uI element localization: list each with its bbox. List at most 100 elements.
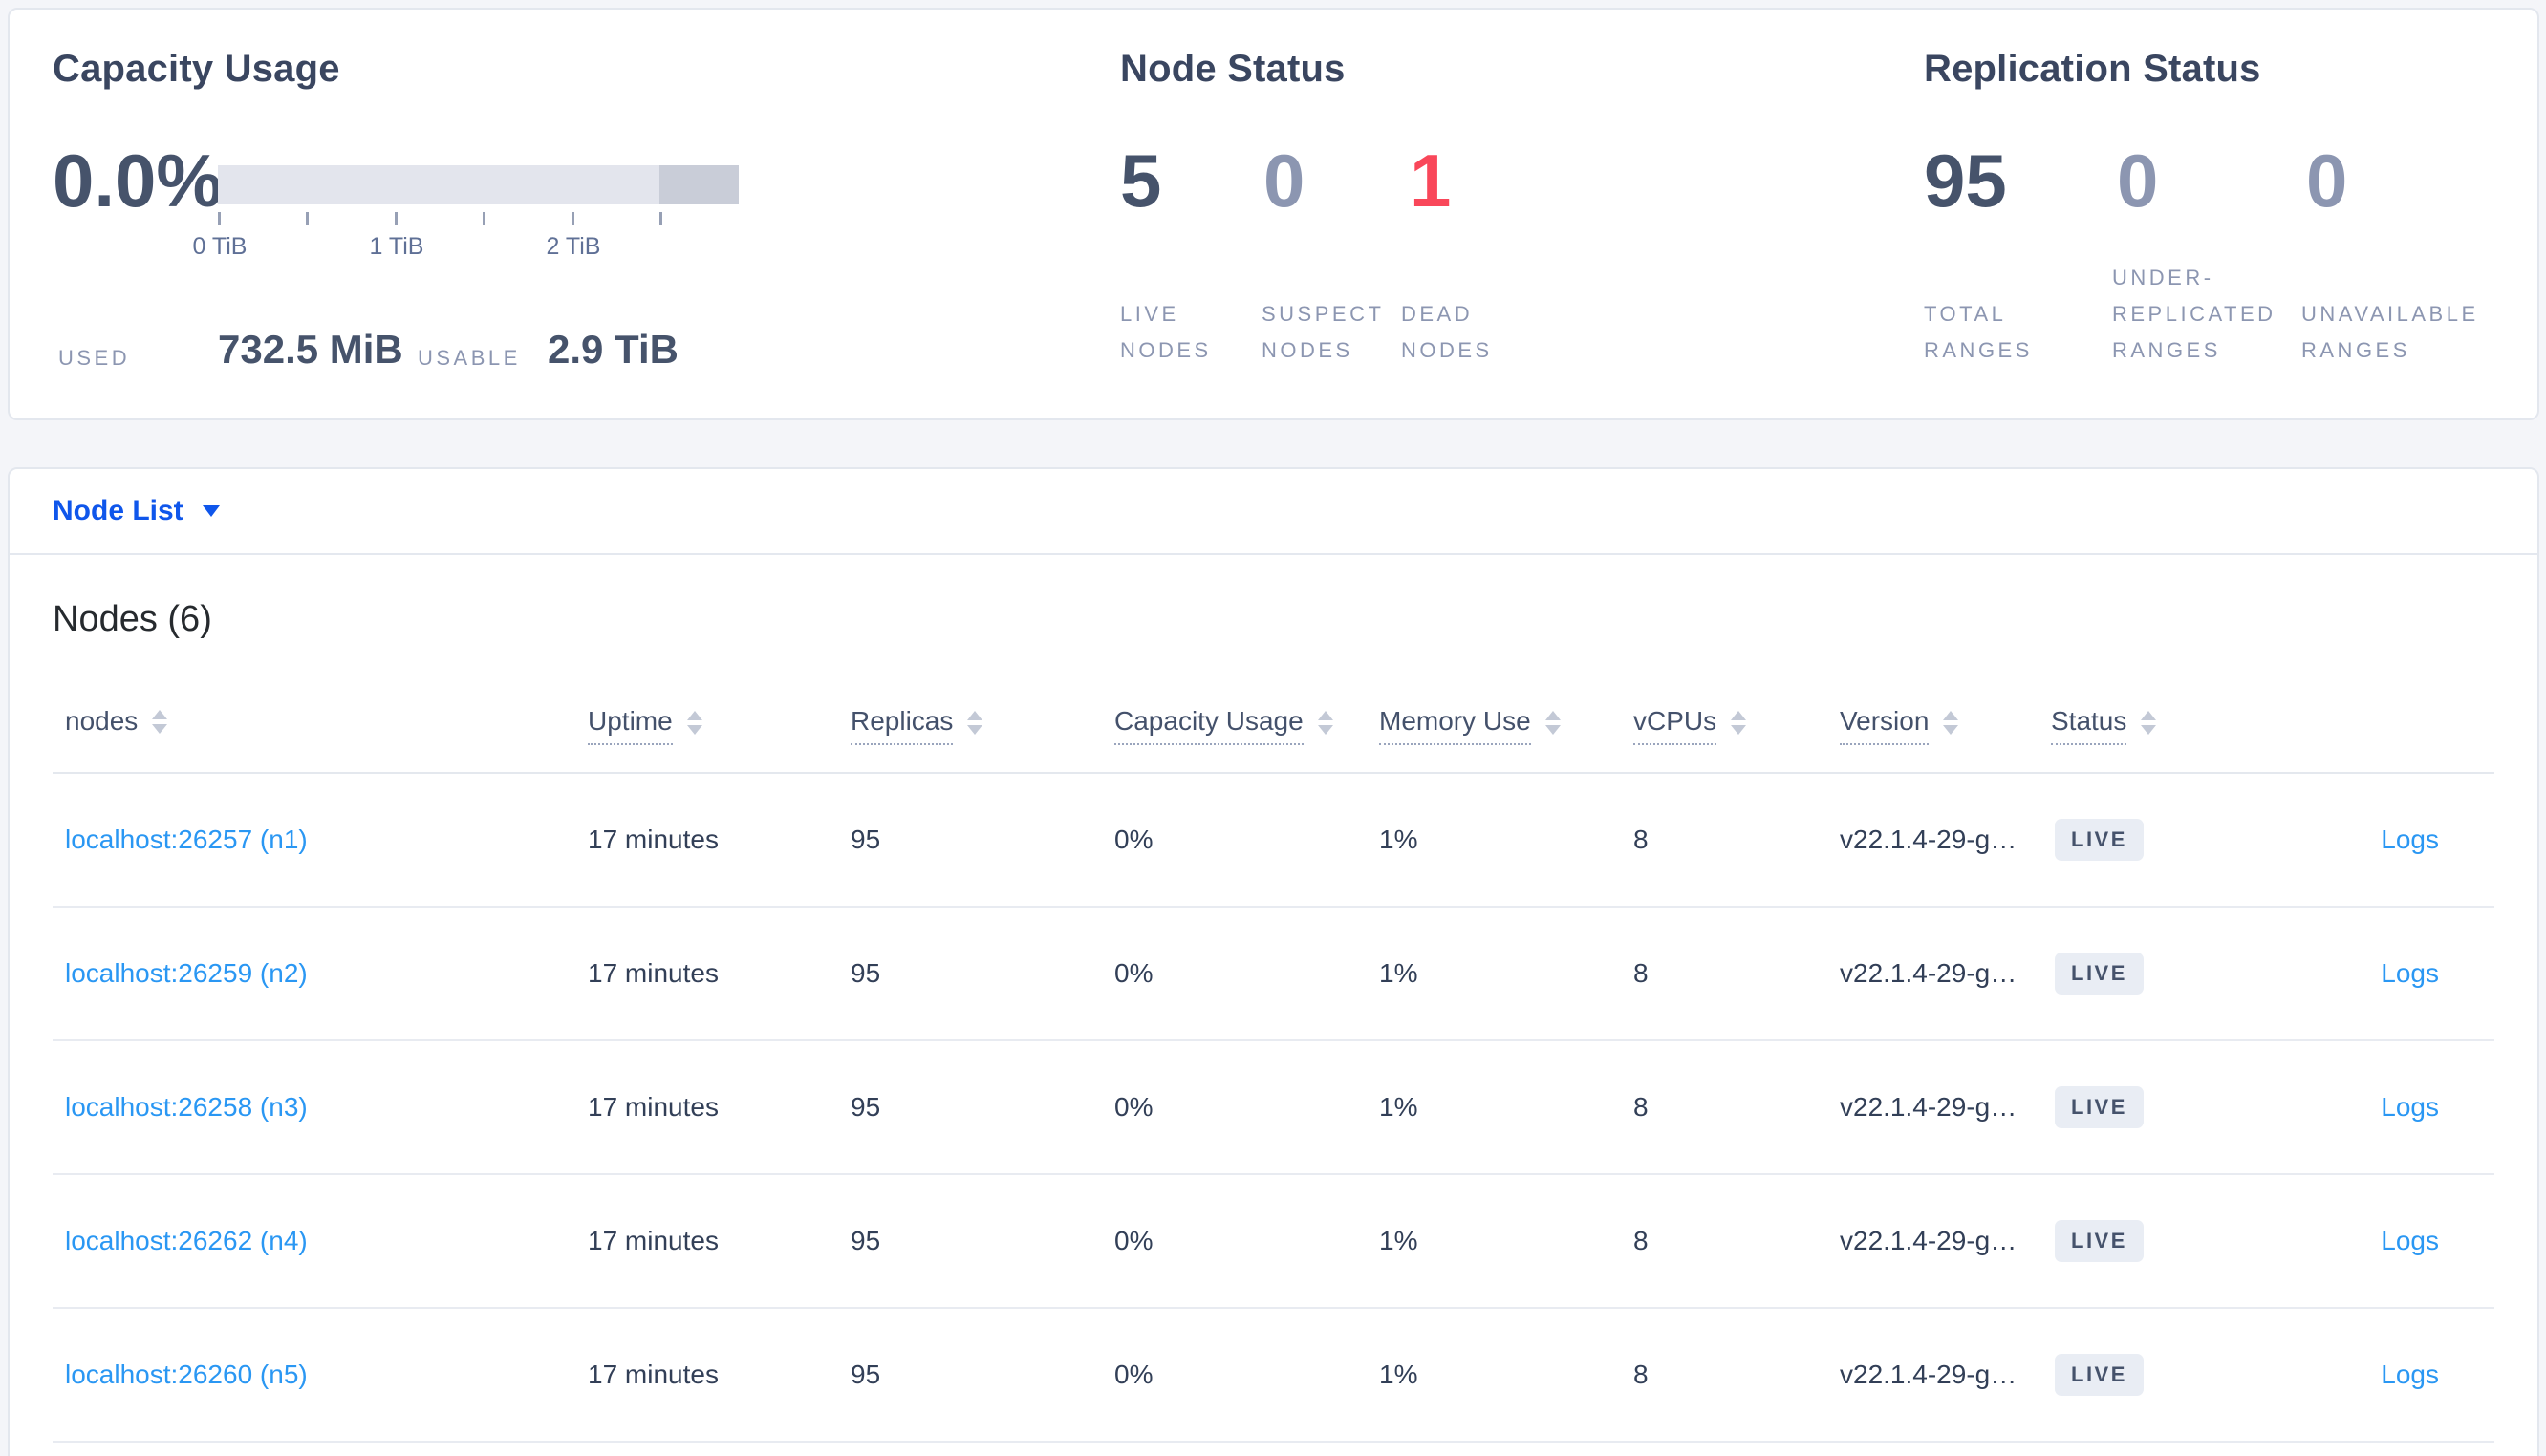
axis-tick — [572, 212, 574, 225]
sort-icon — [1317, 711, 1333, 735]
logs-link[interactable]: Logs — [2381, 958, 2439, 988]
logs-link[interactable]: Logs — [2381, 1092, 2439, 1122]
axis-tick — [306, 212, 309, 225]
axis-tick — [659, 212, 662, 225]
node-link[interactable]: localhost:26257 (n1) — [65, 824, 308, 854]
axis-tick-label: 2 TiB — [546, 233, 601, 260]
replicas-cell: 95 — [851, 824, 881, 854]
replication-status-title: Replication Status — [1924, 48, 2261, 90]
sort-icon — [1943, 711, 1959, 735]
version-cell: v22.1.4-29-g… — [1840, 1360, 2017, 1389]
capacity-usage-title: Capacity Usage — [53, 48, 340, 90]
vcpus-cell: 8 — [1633, 958, 1649, 988]
uptime-cell: 17 minutes — [588, 824, 719, 854]
capacity-cell: 0% — [1114, 958, 1154, 988]
table-row: localhost:26259 (n2) 17 minutes 95 0% 1%… — [53, 908, 2494, 1041]
node-list-card: Node List Nodes (6) nodes Uptime Replica… — [8, 467, 2539, 1456]
replicas-cell: 95 — [851, 1360, 881, 1389]
version-cell: v22.1.4-29-g… — [1840, 1226, 2017, 1255]
usable-value: 2.9 TiB — [548, 327, 679, 372]
used-value: 732.5 MiB — [218, 327, 403, 372]
sort-icon — [967, 711, 983, 735]
table-row: localhost:26258 (n3) 17 minutes 95 0% 1%… — [53, 1041, 2494, 1175]
column-header-memory-use[interactable]: Memory Use — [1379, 706, 1561, 745]
nodes-table-header: nodes Uptime Replicas Capacity Usage Mem… — [53, 687, 2494, 774]
column-header-nodes[interactable]: nodes — [65, 706, 168, 743]
capacity-reserved-segment — [659, 165, 739, 204]
dead-nodes-count: 1 — [1410, 139, 1452, 223]
dead-nodes-label: DEAD NODES — [1401, 302, 1493, 362]
status-badge: LIVE — [2055, 1354, 2144, 1396]
logs-link[interactable]: Logs — [2381, 1226, 2439, 1255]
chevron-down-icon — [202, 505, 220, 517]
sort-icon — [1544, 711, 1561, 735]
node-link[interactable]: localhost:26262 (n4) — [65, 1226, 308, 1255]
under-replicated-ranges-label: UNDER-REPLICATED RANGES — [2112, 266, 2276, 362]
capacity-axis: 0 TiB 1 TiB 2 TiB — [193, 212, 739, 269]
replicas-cell: 95 — [851, 1226, 881, 1255]
column-header-status[interactable]: Status — [2051, 706, 2157, 745]
total-ranges-label: TOTAL RANGES — [1924, 302, 2033, 362]
replicas-cell: 95 — [851, 958, 881, 988]
capacity-used-percent: 0.0% — [53, 139, 223, 223]
used-label: USED — [58, 346, 131, 370]
table-row: localhost:26260 (n5) 17 minutes 95 0% 1%… — [53, 1309, 2494, 1443]
live-nodes-count: 5 — [1120, 139, 1162, 223]
sort-icon — [686, 711, 702, 735]
sort-icon — [2141, 711, 2157, 735]
column-header-uptime[interactable]: Uptime — [588, 706, 702, 745]
status-badge: LIVE — [2055, 1220, 2144, 1262]
node-list-dropdown-label: Node List — [53, 495, 183, 526]
vcpus-cell: 8 — [1633, 824, 1649, 854]
total-ranges-count: 95 — [1924, 139, 2007, 223]
axis-tick — [483, 212, 485, 225]
nodes-table-title: Nodes (6) — [53, 599, 212, 639]
replicas-cell: 95 — [851, 1092, 881, 1122]
memory-cell: 1% — [1379, 958, 1418, 988]
vcpus-cell: 8 — [1633, 1360, 1649, 1389]
version-cell: v22.1.4-29-g… — [1840, 1092, 2017, 1122]
uptime-cell: 17 minutes — [588, 958, 719, 988]
capacity-cell: 0% — [1114, 1226, 1154, 1255]
logs-link[interactable]: Logs — [2381, 1360, 2439, 1389]
node-link[interactable]: localhost:26260 (n5) — [65, 1360, 308, 1389]
vcpus-cell: 8 — [1633, 1092, 1649, 1122]
capacity-cell: 0% — [1114, 824, 1154, 854]
suspect-nodes-count: 0 — [1263, 139, 1305, 223]
column-header-capacity-usage[interactable]: Capacity Usage — [1114, 706, 1333, 745]
sort-icon — [152, 710, 168, 734]
column-header-replicas[interactable]: Replicas — [851, 706, 983, 745]
capacity-cell: 0% — [1114, 1092, 1154, 1122]
memory-cell: 1% — [1379, 1092, 1418, 1122]
sort-icon — [1731, 711, 1747, 735]
logs-link[interactable]: Logs — [2381, 824, 2439, 854]
memory-cell: 1% — [1379, 824, 1418, 854]
node-status-title: Node Status — [1120, 48, 1346, 90]
under-replicated-ranges-count: 0 — [2117, 139, 2159, 223]
nodes-table: nodes Uptime Replicas Capacity Usage Mem… — [53, 687, 2494, 1443]
view-selector-row: Node List — [10, 469, 2537, 555]
node-link[interactable]: localhost:26258 (n3) — [65, 1092, 308, 1122]
capacity-usage-bar — [218, 165, 739, 204]
capacity-cell: 0% — [1114, 1360, 1154, 1389]
axis-tick — [218, 212, 221, 225]
status-badge: LIVE — [2055, 1086, 2144, 1128]
axis-tick-label: 0 TiB — [192, 233, 248, 260]
table-row: localhost:26262 (n4) 17 minutes 95 0% 1%… — [53, 1175, 2494, 1309]
version-cell: v22.1.4-29-g… — [1840, 824, 2017, 854]
axis-tick — [395, 212, 398, 225]
status-badge: LIVE — [2055, 819, 2144, 861]
uptime-cell: 17 minutes — [588, 1226, 719, 1255]
vcpus-cell: 8 — [1633, 1226, 1649, 1255]
uptime-cell: 17 minutes — [588, 1092, 719, 1122]
suspect-nodes-label: SUSPECT NODES — [1262, 302, 1385, 362]
unavailable-ranges-label: UNAVAILABLE RANGES — [2301, 302, 2479, 362]
node-link[interactable]: localhost:26259 (n2) — [65, 958, 308, 988]
axis-tick-label: 1 TiB — [369, 233, 424, 260]
node-list-dropdown[interactable]: Node List — [53, 495, 220, 527]
column-header-version[interactable]: Version — [1840, 706, 1959, 745]
table-row: localhost:26257 (n1) 17 minutes 95 0% 1%… — [53, 774, 2494, 908]
column-header-vcpus[interactable]: vCPUs — [1633, 706, 1747, 745]
version-cell: v22.1.4-29-g… — [1840, 958, 2017, 988]
unavailable-ranges-count: 0 — [2306, 139, 2348, 223]
